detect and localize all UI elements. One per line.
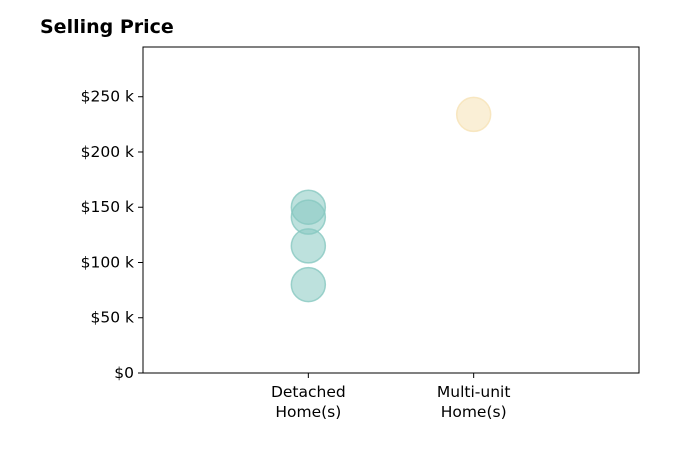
- data-points: [290, 96, 492, 303]
- y-axis: $0 $50 k $100 k $150 k $200 k $250 k: [81, 88, 143, 382]
- data-point: [290, 189, 327, 225]
- y-tick-label: $50 k: [91, 309, 135, 327]
- y-tick-label: $200 k: [81, 143, 134, 161]
- data-point: [455, 96, 492, 133]
- x-tick-label: Multi-unit Home(s): [437, 383, 511, 421]
- plot-frame: [142, 46, 640, 374]
- x-tick-label: Detached Home(s): [271, 383, 346, 421]
- chart-title: Selling Price: [40, 16, 174, 38]
- data-point: [290, 266, 327, 303]
- y-tick-label: $100 k: [81, 253, 134, 271]
- y-tick-label: $150 k: [81, 198, 134, 216]
- y-tick-label: $0: [114, 364, 134, 382]
- x-axis: Detached Home(s) Multi-unit Home(s): [271, 373, 510, 421]
- y-tick-label: $250 k: [81, 88, 134, 106]
